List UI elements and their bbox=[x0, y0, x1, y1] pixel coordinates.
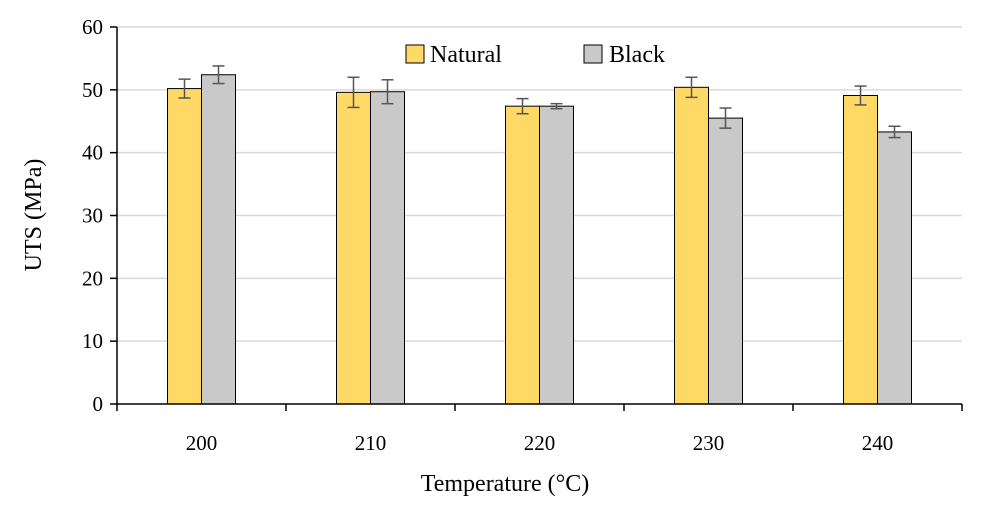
legend-label-natural: Natural bbox=[430, 42, 502, 68]
tick-labels: 0 10 20 30 40 50 60 200 210 220 230 240 bbox=[82, 15, 893, 455]
legend-swatch-black bbox=[583, 44, 603, 64]
bar-natural-210 bbox=[336, 91, 371, 405]
bars bbox=[167, 74, 912, 405]
bar-black-230 bbox=[708, 117, 743, 405]
bar-black-220 bbox=[539, 105, 574, 405]
bar-natural-200 bbox=[167, 88, 202, 405]
legend-swatch-natural bbox=[405, 44, 425, 64]
x-tick-label-240: 240 bbox=[862, 431, 894, 455]
x-tick-label-220: 220 bbox=[524, 431, 556, 455]
y-tick-label-10: 10 bbox=[82, 329, 103, 353]
bar-black-210 bbox=[370, 91, 405, 405]
error-bars bbox=[178, 65, 901, 139]
y-tick-label-0: 0 bbox=[93, 392, 104, 416]
bar-natural-240 bbox=[843, 94, 878, 405]
y-tick-label-30: 30 bbox=[82, 204, 103, 228]
y-axis-title: UTS (MPa) bbox=[21, 159, 47, 272]
x-axis-title: Temperature (°C) bbox=[421, 471, 590, 497]
bar-black-240 bbox=[877, 131, 912, 405]
bar-black-200 bbox=[201, 74, 236, 405]
legend-label-black: Black bbox=[609, 42, 665, 68]
x-tick-label-230: 230 bbox=[693, 431, 725, 455]
x-tick-label-210: 210 bbox=[355, 431, 387, 455]
x-tick-label-200: 200 bbox=[186, 431, 218, 455]
y-tick-label-60: 60 bbox=[82, 15, 103, 39]
y-tick-label-40: 40 bbox=[82, 141, 103, 165]
bar-natural-220 bbox=[505, 105, 540, 405]
y-tick-label-20: 20 bbox=[82, 266, 103, 290]
y-tick-label-50: 50 bbox=[82, 78, 103, 102]
legend: Natural Black bbox=[405, 42, 665, 68]
bar-natural-230 bbox=[674, 86, 709, 405]
axes bbox=[110, 26, 963, 411]
